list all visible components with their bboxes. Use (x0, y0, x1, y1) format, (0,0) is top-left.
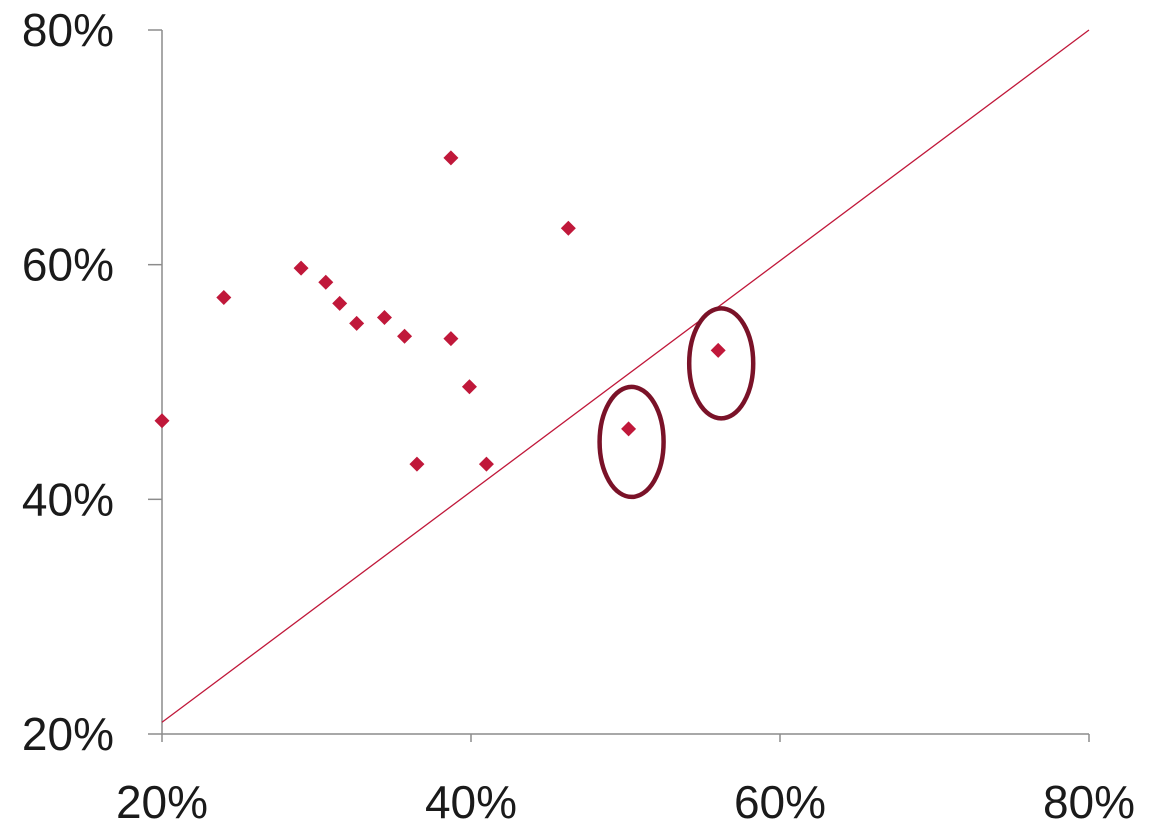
data-points (154, 150, 726, 472)
data-point (409, 456, 425, 472)
y-tick-label: 60% (22, 239, 114, 291)
data-point (332, 295, 348, 311)
data-point (293, 260, 309, 276)
data-point (318, 274, 334, 290)
x-tick-label: 80% (1043, 776, 1135, 825)
data-point (349, 315, 365, 331)
x-axis-ticks: 20% 40% 60% 80% (116, 734, 1135, 825)
data-point (621, 421, 637, 437)
data-point (397, 328, 413, 344)
data-point (216, 290, 232, 306)
data-point (478, 456, 494, 472)
y-tick-label: 20% (22, 708, 114, 760)
highlight-ellipse (686, 306, 756, 421)
data-point (376, 309, 392, 325)
y-tick-label: 40% (22, 473, 114, 525)
data-point (710, 342, 726, 358)
x-tick-label: 20% (116, 776, 208, 825)
highlight-ellipses (597, 306, 756, 500)
y-tick-label: 80% (22, 4, 114, 56)
highlight-ellipse (597, 384, 666, 500)
x-tick-label: 60% (734, 776, 826, 825)
y-axis-ticks: 20% 40% 60% 80% (22, 4, 162, 760)
data-point (461, 379, 477, 395)
data-point (154, 413, 170, 429)
reference-line (161, 29, 1090, 723)
x-tick-label: 40% (425, 776, 517, 825)
data-point (443, 331, 459, 347)
data-point (443, 150, 459, 166)
data-point (560, 220, 576, 236)
